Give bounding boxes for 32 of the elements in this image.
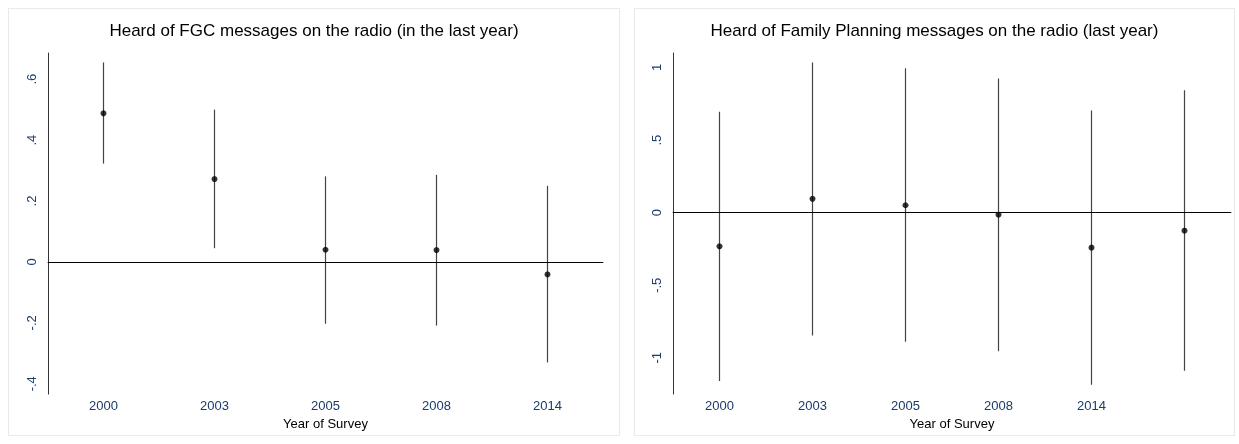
y-tick-label: 0 — [649, 209, 664, 217]
chart-title: Heard of Family Planning messages on the radio (last year) — [710, 21, 1159, 40]
x-axis-title: Year of Survey — [283, 416, 369, 431]
y-tick-label: .4 — [24, 134, 39, 146]
y-tick-label: .2 — [24, 195, 39, 207]
x-tick-label: 2008 — [984, 398, 1013, 414]
y-tick-label: 0 — [24, 258, 39, 266]
chart-title: Heard of FGC messages on the radio (in the last year) — [109, 21, 519, 40]
x-tick-label: 2000 — [705, 398, 734, 414]
point — [544, 271, 551, 278]
x-tick-label: 2005 — [891, 398, 920, 414]
x-tick-label: 2014 — [1077, 398, 1106, 414]
x-tick-label: 2003 — [798, 398, 827, 414]
x-tick-label: 2003 — [200, 398, 229, 414]
x-tick-label: 2005 — [311, 398, 340, 414]
y-tick-label: .5 — [649, 134, 664, 146]
y-tick-label: -.4 — [24, 376, 39, 392]
x-tick-label: 2008 — [422, 398, 451, 414]
x-axis-title: Year of Survey — [909, 416, 995, 431]
point — [902, 202, 909, 209]
y-tick-label: -.5 — [649, 277, 664, 293]
y-tick-label: .6 — [24, 73, 39, 85]
point — [100, 110, 107, 117]
point — [809, 195, 816, 202]
x-tick-label: 2014 — [533, 398, 562, 414]
point — [433, 247, 440, 254]
y-tick-label: -.2 — [24, 315, 39, 331]
y-tick-label: 1 — [649, 63, 664, 72]
point — [322, 246, 329, 253]
x-tick-label: 2000 — [89, 398, 118, 414]
point — [211, 176, 218, 183]
y-tick-label: -1 — [649, 352, 664, 364]
